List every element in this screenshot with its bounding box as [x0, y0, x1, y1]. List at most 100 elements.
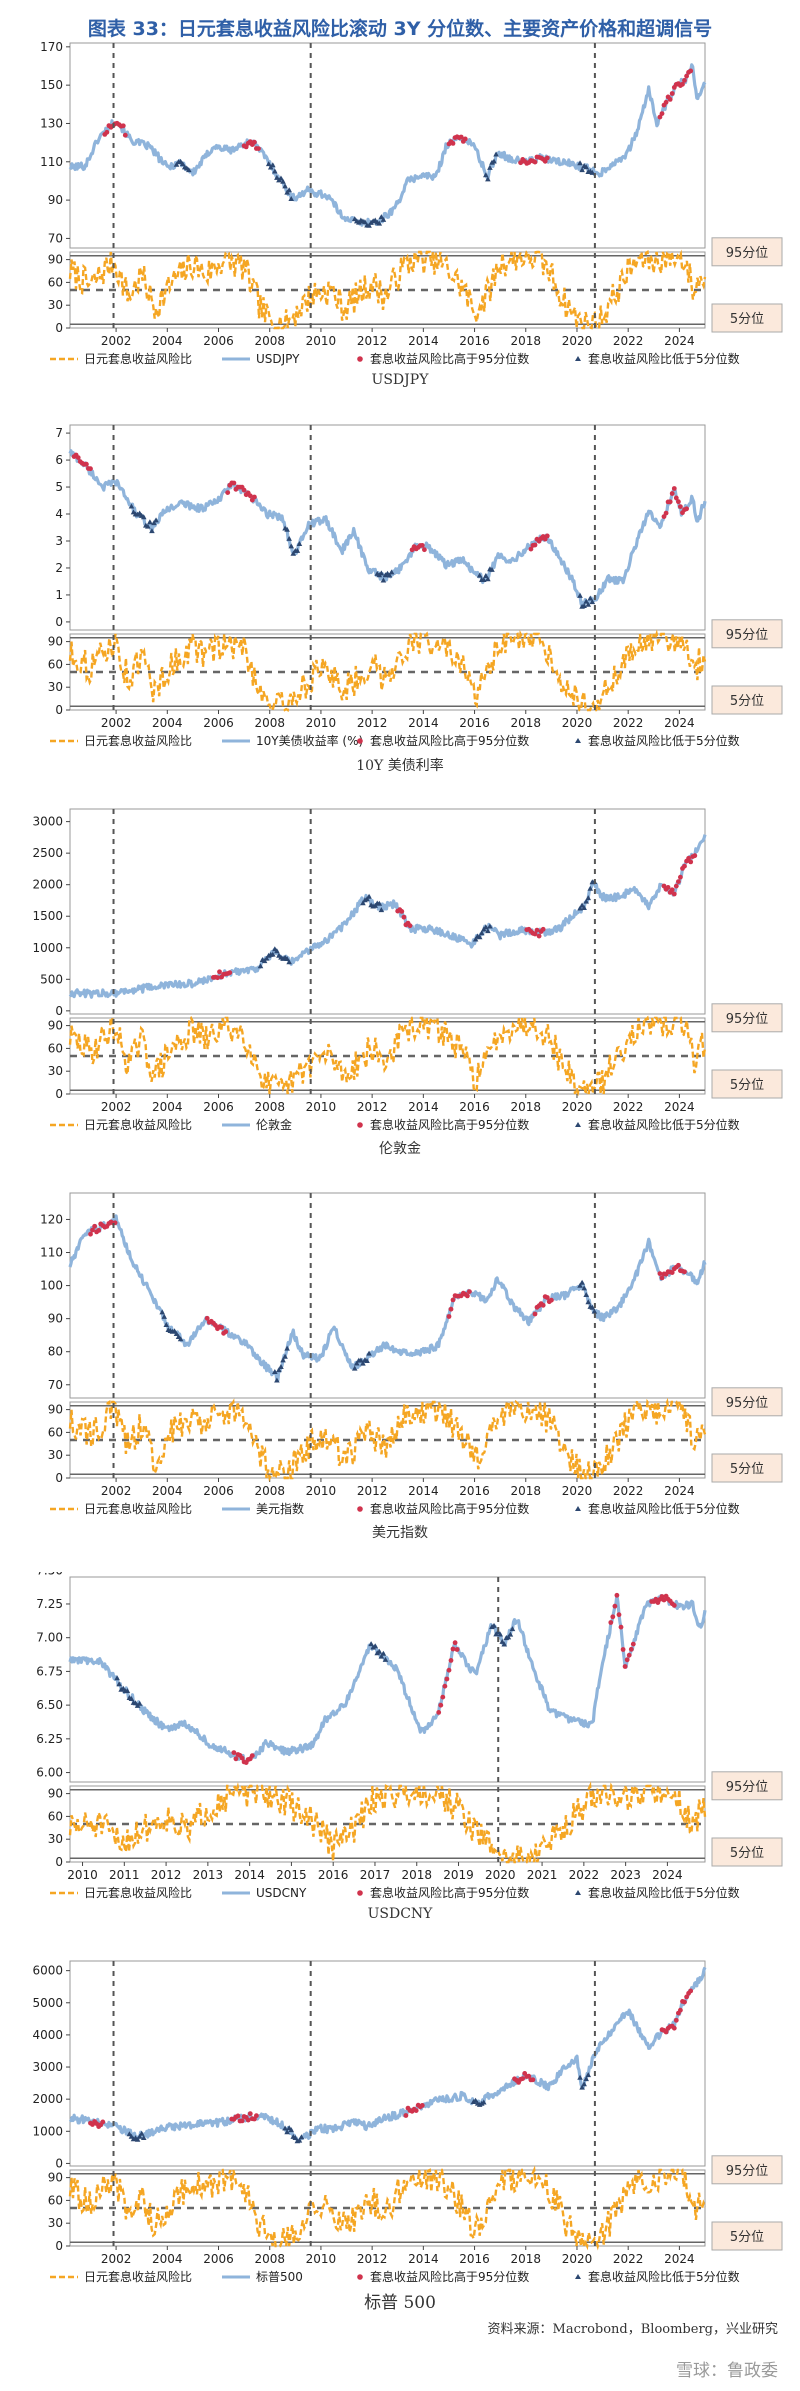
band-label-text: 95分位	[726, 246, 769, 261]
high-signal-marker	[678, 504, 683, 509]
low-signal-marker	[140, 2135, 147, 2141]
upper-y-tick-label: 3000	[32, 2060, 63, 2074]
high-signal-marker	[254, 2113, 259, 2119]
band-label-5: 5分位	[711, 685, 783, 715]
high-signal-marker	[235, 2113, 241, 2119]
panel-1: 70 90 110 130 150 170 0 30 60 90 2002 2004 2006 2008 2…	[0, 38, 800, 410]
low-signal-marker	[149, 528, 155, 534]
high-signal-marker	[665, 885, 671, 890]
low-signal-marker	[376, 1648, 383, 1654]
high-signal-marker	[458, 134, 464, 140]
lower-y-tick-label: 0	[55, 703, 63, 717]
high-signal-marker	[671, 1603, 677, 1608]
high-signal-marker	[661, 1597, 667, 1603]
panel-5: 6.00 6.25 6.50 6.75 7.00 7.25 7.50 0 30 60 90 2010 2…	[0, 1572, 800, 1944]
high-signal-marker	[419, 543, 425, 548]
panel-caption: 美元指数	[372, 1525, 428, 1541]
x-tick-label: 2022	[613, 1484, 644, 1498]
x-tick-label: 2008	[254, 2252, 285, 2266]
low-signal-marker	[173, 161, 180, 167]
high-signal-marker	[686, 855, 691, 861]
legend-carry-label: 日元套息收益风险比	[84, 351, 192, 366]
legend-asset-label: USDCNY	[256, 1886, 307, 1900]
panel-4: 70 80 90 100 110 120 0 30 60 90 2002 2004 2006 2008 20…	[0, 1188, 800, 1560]
high-signal-marker	[673, 2017, 679, 2023]
low-signal-marker	[114, 1675, 120, 1681]
low-signal-marker	[386, 572, 393, 578]
low-signal-marker	[376, 220, 383, 226]
low-signal-marker	[577, 160, 583, 166]
low-signal-marker	[274, 948, 280, 954]
low-signal-marker	[587, 595, 594, 601]
high-signal-marker	[676, 499, 681, 505]
high-signal-marker	[215, 975, 220, 981]
low-signal-marker	[380, 216, 387, 222]
asset-series-line	[68, 63, 707, 228]
x-tick-label: 2022	[613, 716, 644, 730]
high-signal-marker	[663, 510, 669, 516]
low-signal-marker	[472, 936, 479, 942]
legend-high-label: 套息收益风险比高于95分位数	[370, 1501, 529, 1516]
x-tick-label: 2018	[510, 1484, 541, 1498]
low-signal-marker	[282, 2125, 288, 2131]
lower-y-tick-label: 60	[48, 1425, 63, 1439]
high-signal-marker	[88, 466, 93, 472]
upper-y-tick-label: 3	[55, 534, 63, 548]
low-signal-marker	[360, 900, 366, 906]
band-label-text: 95分位	[726, 1396, 769, 1411]
x-tick-label: 2020	[562, 2252, 593, 2266]
figure-title: 图表 33：日元套息收益风险比滚动 3Y 分位数、主要资产价格和超调信号	[87, 18, 713, 40]
low-signal-marker	[378, 570, 385, 576]
low-signal-marker	[274, 1377, 280, 1383]
low-signal-marker	[276, 1367, 282, 1373]
high-signal-marker	[532, 542, 538, 548]
low-signal-marker	[493, 151, 499, 157]
legend: 日元套息收益风险比 标普500 套息收益风险比高于95分位数 套息收益风险比低于5分位…	[50, 2269, 740, 2284]
high-signal-marker	[231, 1750, 237, 1755]
band-label-box	[711, 619, 783, 649]
low-signal-marker	[378, 214, 385, 220]
x-tick-label: 2004	[152, 1100, 183, 1114]
x-tick-label: 2010	[306, 1484, 337, 1498]
x-tick-label: 2016	[459, 334, 490, 348]
lower-y-tick-label: 60	[48, 1809, 63, 1823]
x-tick-label: 2004	[152, 2252, 183, 2266]
high-signal-marker	[608, 1620, 614, 1625]
upper-y-tick-label: 6	[55, 453, 63, 467]
upper-y-tick-label: 70	[48, 1378, 63, 1392]
upper-y-tick-label: 6.25	[36, 1732, 63, 1746]
lower-y-tick-label: 60	[48, 2193, 63, 2207]
high-signal-marker	[84, 461, 89, 467]
upper-y-tick-label: 1000	[32, 2124, 63, 2138]
lower-y-tick-label: 30	[48, 2216, 63, 2230]
high-signal-marker	[462, 136, 468, 142]
low-signal-marker	[483, 573, 489, 579]
x-tick-label: 2019	[443, 1868, 474, 1882]
carry-ratio-line	[68, 629, 707, 712]
high-signal-marker	[245, 2117, 251, 2123]
x-tick-label: 2014	[408, 2252, 439, 2266]
upper-y-tick-label: 7.50	[36, 1572, 63, 1577]
upper-y-tick-label: 150	[40, 78, 63, 92]
low-signal-marker	[472, 2097, 479, 2103]
x-tick-label: 2002	[101, 334, 132, 348]
band-label-box	[711, 2155, 783, 2185]
x-tick-label: 2014	[408, 716, 439, 730]
panel-6: 0 1000 2000 3000 4000 5000 6000 0 30 60 90 2002 2004…	[0, 1956, 800, 2328]
x-tick-label: 2020	[562, 1484, 593, 1498]
low-signal-marker	[485, 176, 491, 182]
upper-y-tick-label: 110	[40, 1246, 63, 1260]
high-signal-marker	[540, 926, 546, 932]
band-label-text: 5分位	[730, 1462, 764, 1477]
high-signal-marker	[684, 73, 689, 79]
band-label-text: 5分位	[730, 312, 764, 327]
low-signal-marker	[126, 2131, 133, 2137]
low-signal-marker	[272, 168, 278, 174]
band-label-text: 5分位	[730, 1846, 764, 1861]
legend-carry-label: 日元套息收益风险比	[84, 2269, 192, 2284]
low-signal-marker	[284, 526, 290, 532]
high-signal-marker	[682, 78, 687, 83]
low-signal-marker	[480, 577, 487, 583]
high-signal-marker	[663, 99, 669, 105]
low-signal-marker	[292, 2135, 299, 2141]
